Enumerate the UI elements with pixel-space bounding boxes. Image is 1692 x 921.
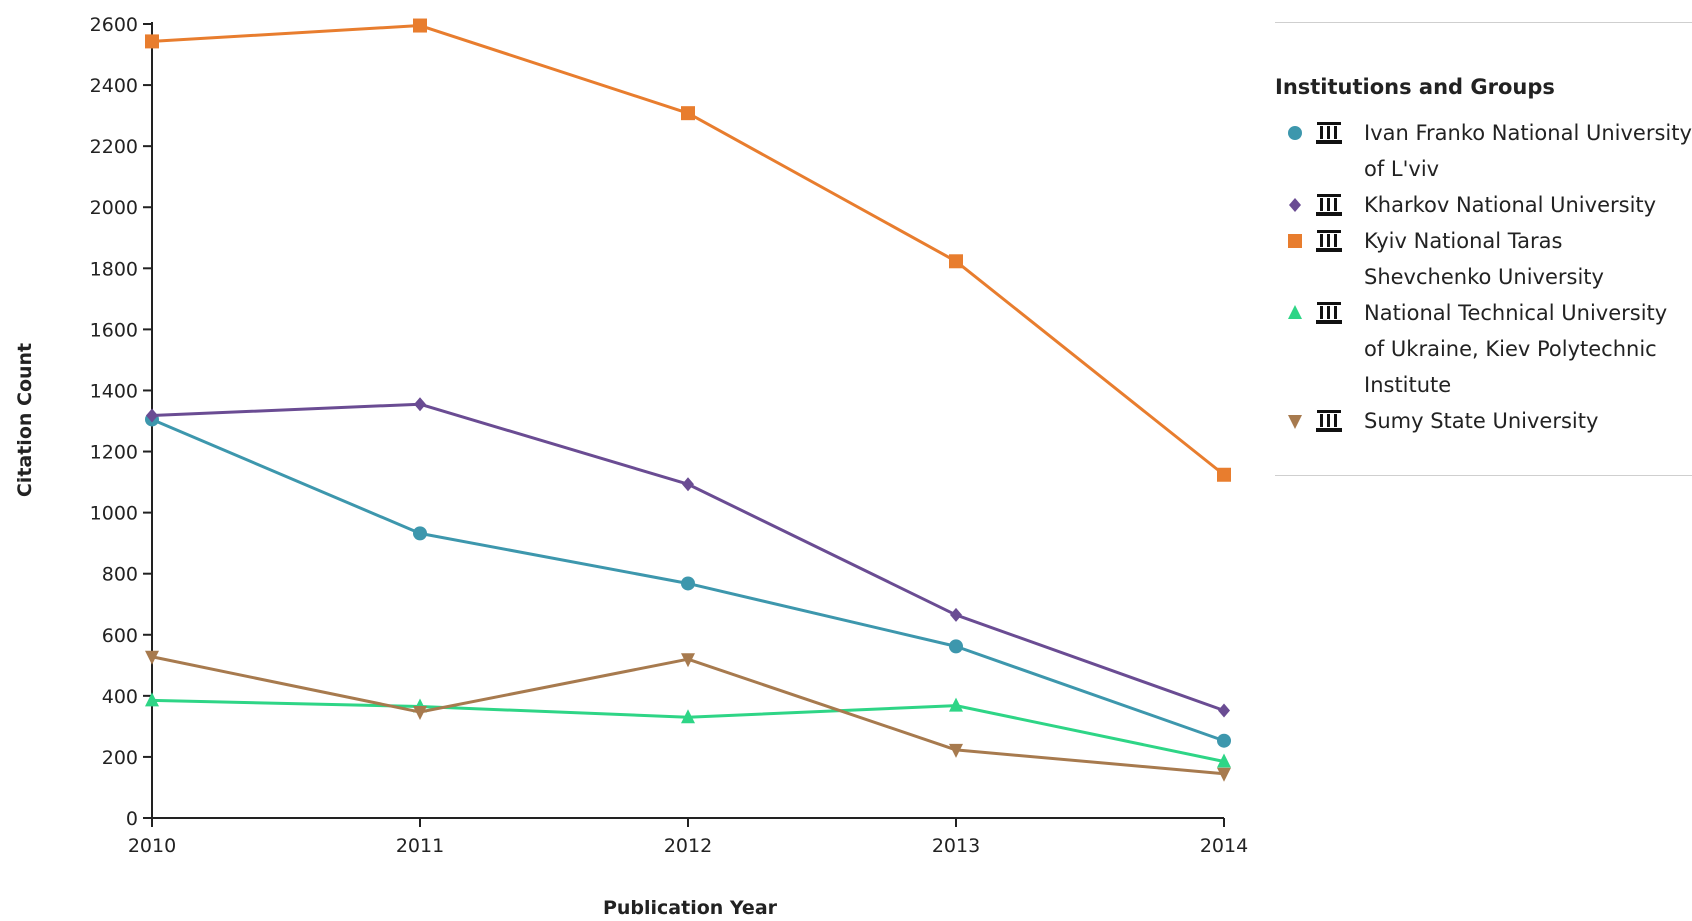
y-tick-label: 800 bbox=[102, 564, 138, 586]
data-point[interactable] bbox=[950, 607, 962, 622]
data-point[interactable] bbox=[145, 692, 159, 707]
data-point[interactable] bbox=[145, 34, 159, 49]
legend-marker-triangle-down bbox=[1288, 415, 1302, 429]
x-tick-label: 2014 bbox=[1200, 835, 1248, 857]
x-axis-ticks: 2010 2011 2012 2013 2014 bbox=[128, 818, 1248, 857]
y-tick-label: 1600 bbox=[90, 319, 138, 341]
series-4 bbox=[145, 650, 1231, 782]
institution-icon bbox=[1316, 122, 1342, 144]
legend-marker-square bbox=[1288, 234, 1302, 248]
legend-symbol bbox=[1289, 198, 1301, 212]
data-point[interactable] bbox=[1217, 733, 1231, 748]
data-point[interactable] bbox=[1217, 767, 1231, 782]
x-tick-label: 2012 bbox=[664, 835, 712, 857]
data-point[interactable] bbox=[681, 576, 695, 591]
legend-symbol bbox=[1288, 415, 1302, 429]
legend-item-label: Ivan Franko National University of L'viv bbox=[1364, 121, 1692, 181]
legend-title: Institutions and Groups bbox=[1275, 75, 1555, 99]
institution-icon bbox=[1316, 194, 1342, 216]
y-axis-title: Citation Count bbox=[14, 343, 36, 497]
series-1 bbox=[146, 397, 1230, 718]
series-layer bbox=[145, 18, 1231, 782]
line-chart: 0 200 400 600 800 1000 1200 1400 1600 1800 2000 220… bbox=[14, 14, 1248, 919]
data-point[interactable] bbox=[413, 526, 427, 541]
legend-item-label: Kharkov National University bbox=[1364, 193, 1657, 217]
x-tick-label: 2010 bbox=[128, 835, 176, 857]
institution-icon bbox=[1316, 410, 1342, 432]
institution-icon bbox=[1316, 230, 1342, 252]
institution-icon bbox=[1316, 302, 1342, 324]
y-tick-label: 2600 bbox=[90, 14, 138, 36]
legend-item-label: National Technical University of Ukraine… bbox=[1364, 301, 1668, 397]
y-tick-label: 0 bbox=[126, 808, 138, 830]
y-tick-label: 1800 bbox=[90, 258, 138, 280]
legend-item-label: Kyiv National Taras Shevchenko Universit… bbox=[1364, 229, 1604, 289]
legend-symbol bbox=[1288, 305, 1302, 319]
x-tick-label: 2013 bbox=[932, 835, 980, 857]
data-point[interactable] bbox=[145, 650, 159, 665]
data-point[interactable] bbox=[1218, 703, 1230, 718]
legend-symbol bbox=[1288, 234, 1302, 248]
y-tick-label: 400 bbox=[102, 686, 138, 708]
data-point[interactable] bbox=[949, 697, 963, 712]
data-point[interactable] bbox=[949, 743, 963, 758]
y-tick-label: 1200 bbox=[90, 442, 138, 464]
data-point[interactable] bbox=[1217, 753, 1231, 768]
y-tick-label: 2400 bbox=[90, 75, 138, 97]
data-point[interactable] bbox=[681, 653, 695, 668]
data-point[interactable] bbox=[949, 639, 963, 654]
legend-marker-diamond bbox=[1289, 198, 1301, 212]
y-tick-label: 200 bbox=[102, 747, 138, 769]
y-axis-ticks: 0 200 400 600 800 1000 1200 1400 1600 1800 2000 220… bbox=[90, 14, 152, 830]
series-0 bbox=[145, 412, 1231, 748]
legend-symbol bbox=[1288, 126, 1302, 140]
series-2 bbox=[145, 18, 1231, 482]
x-axis-title: Publication Year bbox=[603, 897, 778, 919]
data-point[interactable] bbox=[413, 18, 427, 33]
legend-marker-circle bbox=[1288, 126, 1302, 140]
legend-marker-triangle-up bbox=[1288, 305, 1302, 319]
data-point[interactable] bbox=[1217, 467, 1231, 482]
data-point[interactable] bbox=[949, 254, 963, 269]
data-point[interactable] bbox=[413, 706, 427, 721]
y-tick-label: 2000 bbox=[90, 197, 138, 219]
data-point[interactable] bbox=[682, 477, 694, 492]
y-tick-label: 1000 bbox=[90, 503, 138, 525]
data-point[interactable] bbox=[681, 106, 695, 121]
legend-item-label: Sumy State University bbox=[1364, 409, 1599, 433]
data-point[interactable] bbox=[414, 397, 426, 412]
y-tick-label: 600 bbox=[102, 625, 138, 647]
y-tick-label: 2200 bbox=[90, 136, 138, 158]
y-tick-label: 1400 bbox=[90, 380, 138, 402]
data-point[interactable] bbox=[146, 408, 158, 423]
series-3 bbox=[145, 692, 1231, 768]
x-tick-label: 2011 bbox=[396, 835, 444, 857]
data-point[interactable] bbox=[681, 709, 695, 724]
legend: Institutions and Groups Ivan Franko Nati… bbox=[1275, 22, 1692, 476]
